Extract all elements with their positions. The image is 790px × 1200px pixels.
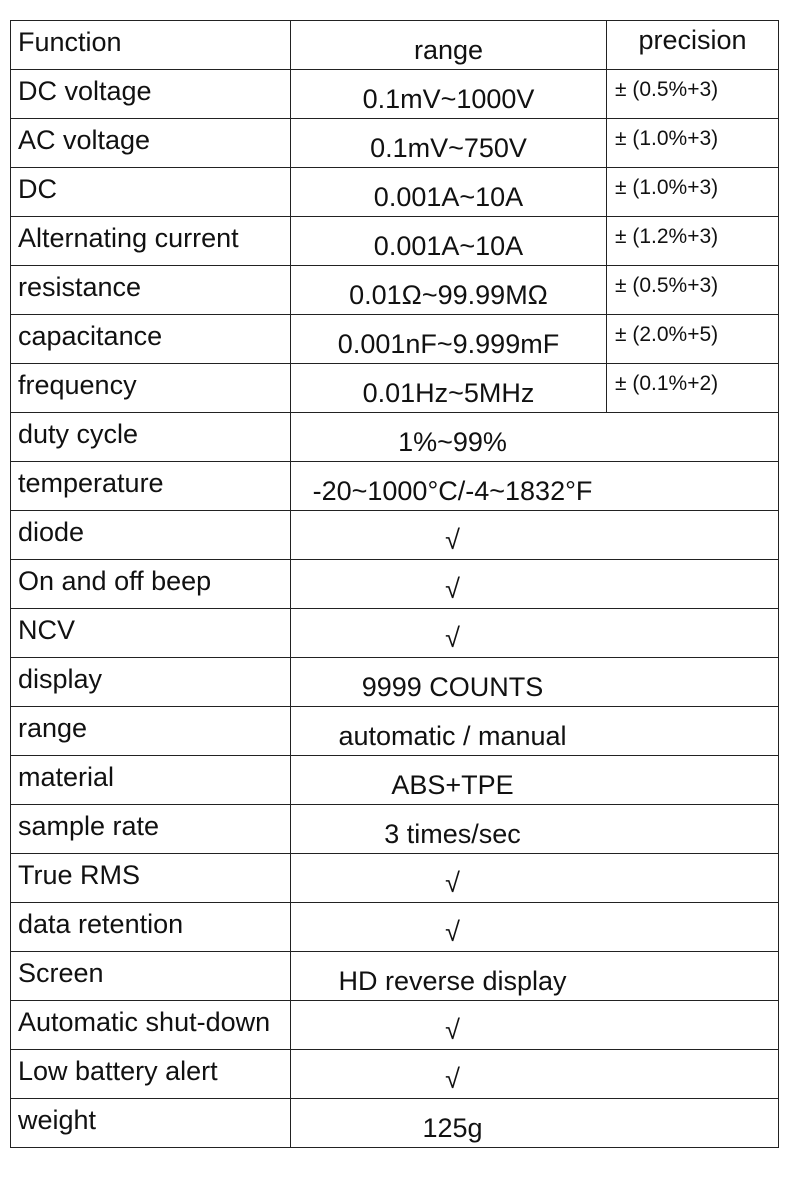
range-cell: √: [290, 902, 779, 952]
table-row: Alternating current 0.001A~10A ± (1.2%+3): [10, 216, 779, 266]
range-cell: 0.1mV~750V: [290, 118, 607, 168]
header-cell: precision: [606, 20, 779, 70]
table-row: DC 0.001A~10A ± (1.0%+3): [10, 167, 779, 217]
spec-table: Function range precision DC voltage 0.1mV~10…: [10, 20, 779, 1148]
range-cell: 9999 COUNTS: [290, 657, 779, 707]
range-cell: automatic / manual: [290, 706, 779, 756]
range-cell: 0.001A~10A: [290, 167, 607, 217]
range-cell: ABS+TPE: [290, 755, 779, 805]
precision-cell: ± (1.2%+3): [606, 216, 779, 266]
range-cell: 0.01Ω~99.99MΩ: [290, 265, 607, 315]
function-cell: NCV: [10, 608, 291, 658]
header-cell: range: [290, 20, 607, 70]
function-cell: weight: [10, 1098, 291, 1148]
table-row: duty cycle 1%~99%: [10, 412, 779, 462]
table-row: AC voltage 0.1mV~750V ± (1.0%+3): [10, 118, 779, 168]
range-cell: 0.1mV~1000V: [290, 69, 607, 119]
function-cell: display: [10, 657, 291, 707]
table-row: On and off beep √: [10, 559, 779, 609]
table-row: NCV √: [10, 608, 779, 658]
precision-cell: ± (0.5%+3): [606, 265, 779, 315]
function-cell: range: [10, 706, 291, 756]
function-cell: DC: [10, 167, 291, 217]
table-row: sample rate 3 times/sec: [10, 804, 779, 854]
table-row: Automatic shut-down √: [10, 1000, 779, 1050]
table-row: range automatic / manual: [10, 706, 779, 756]
range-cell: √: [290, 559, 779, 609]
range-cell: HD reverse display: [290, 951, 779, 1001]
function-cell: data retention: [10, 902, 291, 952]
range-cell: 125g: [290, 1098, 779, 1148]
range-cell: √: [290, 1049, 779, 1099]
function-cell: True RMS: [10, 853, 291, 903]
range-cell: √: [290, 853, 779, 903]
table-row: DC voltage 0.1mV~1000V ± (0.5%+3): [10, 69, 779, 119]
table-row: material ABS+TPE: [10, 755, 779, 805]
table-row: weight 125g: [10, 1098, 779, 1148]
range-cell: √: [290, 510, 779, 560]
table-row: frequency 0.01Hz~5MHz ± (0.1%+2): [10, 363, 779, 413]
precision-cell: ± (0.5%+3): [606, 69, 779, 119]
function-cell: Low battery alert: [10, 1049, 291, 1099]
table-row: display 9999 COUNTS: [10, 657, 779, 707]
function-cell: material: [10, 755, 291, 805]
function-cell: diode: [10, 510, 291, 560]
function-cell: capacitance: [10, 314, 291, 364]
header-row: Function range precision: [10, 20, 779, 70]
function-cell: duty cycle: [10, 412, 291, 462]
header-cell: Function: [10, 20, 291, 70]
table-row: data retention √: [10, 902, 779, 952]
function-cell: Alternating current: [10, 216, 291, 266]
range-cell: -20~1000°C/-4~1832°F: [290, 461, 779, 511]
table-row: temperature -20~1000°C/-4~1832°F: [10, 461, 779, 511]
table-row: diode √: [10, 510, 779, 560]
table-row: Low battery alert √: [10, 1049, 779, 1099]
function-cell: DC voltage: [10, 69, 291, 119]
precision-cell: ± (2.0%+5): [606, 314, 779, 364]
precision-cell: ± (1.0%+3): [606, 167, 779, 217]
range-cell: 0.001A~10A: [290, 216, 607, 266]
function-cell: frequency: [10, 363, 291, 413]
range-cell: √: [290, 1000, 779, 1050]
function-cell: temperature: [10, 461, 291, 511]
range-cell: 0.01Hz~5MHz: [290, 363, 607, 413]
function-cell: Automatic shut-down: [10, 1000, 291, 1050]
function-cell: sample rate: [10, 804, 291, 854]
table-row: capacitance 0.001nF~9.999mF ± (2.0%+5): [10, 314, 779, 364]
table-row: resistance 0.01Ω~99.99MΩ ± (0.5%+3): [10, 265, 779, 315]
range-cell: 3 times/sec: [290, 804, 779, 854]
function-cell: On and off beep: [10, 559, 291, 609]
range-cell: √: [290, 608, 779, 658]
precision-cell: ± (0.1%+2): [606, 363, 779, 413]
precision-cell: ± (1.0%+3): [606, 118, 779, 168]
function-cell: AC voltage: [10, 118, 291, 168]
table-row: Screen HD reverse display: [10, 951, 779, 1001]
function-cell: resistance: [10, 265, 291, 315]
range-cell: 1%~99%: [290, 412, 779, 462]
function-cell: Screen: [10, 951, 291, 1001]
table-row: True RMS √: [10, 853, 779, 903]
range-cell: 0.001nF~9.999mF: [290, 314, 607, 364]
